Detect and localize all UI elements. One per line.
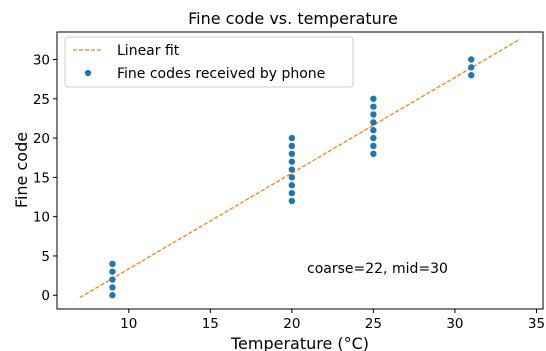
data-point <box>288 189 296 197</box>
y-tick-label: 0 <box>41 288 50 304</box>
linear-fit-line <box>79 38 521 299</box>
legend-entry-fine-codes: Fine codes received by phone <box>117 66 325 82</box>
data-point <box>109 276 116 283</box>
x-axis-label: Temperature (°C) <box>230 334 369 351</box>
x-tick-label: 25 <box>365 316 382 332</box>
y-axis-label: Fine code <box>12 132 31 208</box>
data-point <box>370 95 377 102</box>
x-tick-label: 35 <box>528 316 545 332</box>
plot-area <box>79 38 521 299</box>
data-point <box>288 182 296 189</box>
x-tick-label: 10 <box>120 316 137 332</box>
plot-frame <box>56 31 544 310</box>
data-point <box>288 174 296 181</box>
legend-entry-linear-fit: Linear fit <box>117 43 180 59</box>
x-tick-label: 15 <box>202 316 219 332</box>
y-tick-label: 5 <box>41 249 50 265</box>
legend-box <box>64 36 354 88</box>
chart-title: Fine code vs. temperature <box>188 9 398 28</box>
y-tick-label: 10 <box>33 210 50 226</box>
data-point <box>288 166 296 173</box>
data-point <box>370 103 377 110</box>
legend: Linear fit Fine codes received by phone <box>64 36 354 88</box>
data-point <box>288 197 296 205</box>
data-point <box>109 284 116 291</box>
data-point <box>370 127 377 134</box>
data-point <box>468 72 475 79</box>
data-point <box>370 150 377 158</box>
x-tick-label: 20 <box>283 316 300 332</box>
data-point <box>468 56 475 63</box>
y-tick-label: 25 <box>33 92 50 108</box>
y-axis: 0 5 10 15 20 25 30 <box>33 53 57 304</box>
data-point <box>109 292 116 299</box>
annotation-text: coarse=22, mid=30 <box>307 261 448 277</box>
y-tick-label: 20 <box>33 131 50 147</box>
data-point <box>288 150 296 158</box>
data-point <box>370 111 377 118</box>
data-point <box>468 64 475 71</box>
data-point <box>288 158 296 165</box>
data-point <box>370 142 377 150</box>
x-tick-label: 30 <box>446 316 463 332</box>
y-tick-label: 30 <box>33 53 50 69</box>
data-point <box>288 134 296 142</box>
data-point <box>370 119 377 126</box>
data-point <box>288 142 296 150</box>
y-tick-label: 15 <box>33 170 50 186</box>
x-axis: 10 15 20 25 30 35 <box>120 309 545 332</box>
data-point <box>109 260 116 268</box>
legend-marker-swatch <box>84 69 92 77</box>
data-point <box>370 134 377 142</box>
data-point <box>109 268 116 275</box>
